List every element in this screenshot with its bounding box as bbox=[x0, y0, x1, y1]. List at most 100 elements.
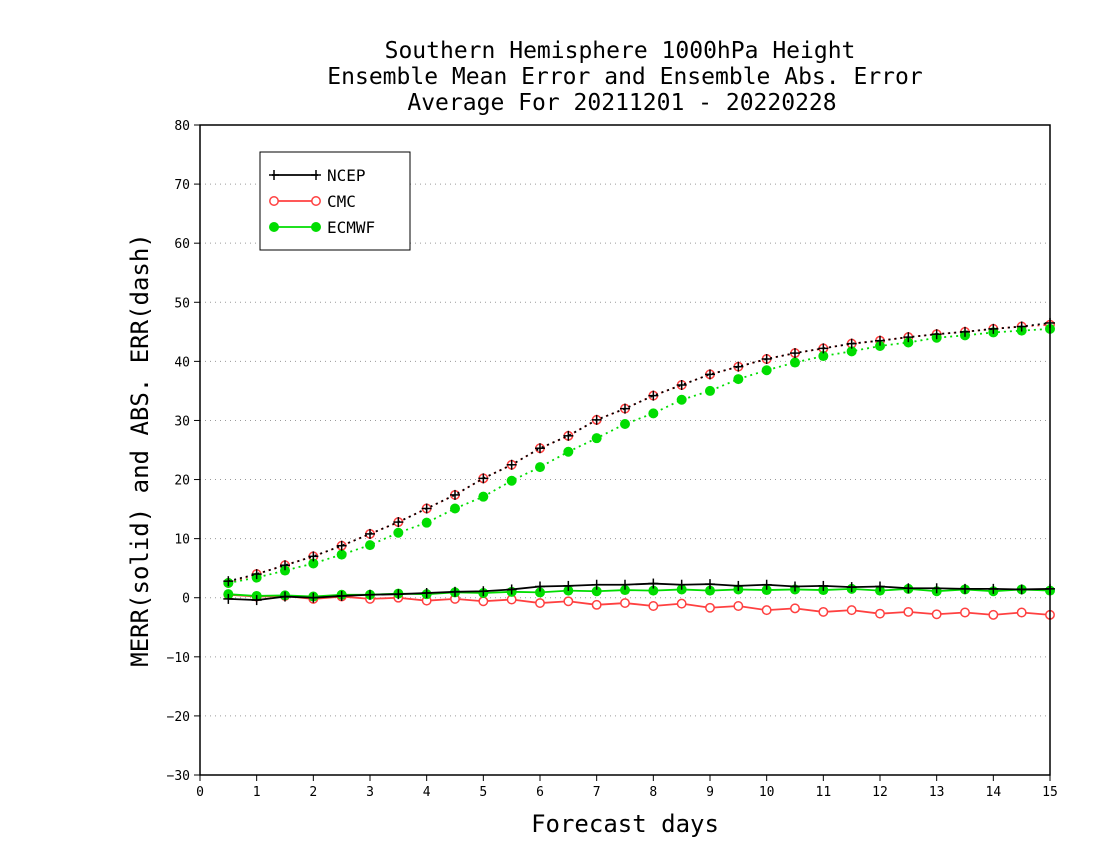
series-ncep-merr-point bbox=[223, 593, 234, 604]
grid bbox=[200, 183, 1050, 717]
series-ncep-abs-err-point bbox=[365, 528, 375, 539]
series-ecmwf-abs-err-point bbox=[620, 419, 630, 429]
series-ncep-merr-point bbox=[251, 595, 262, 606]
series-ncep-abs-err-point bbox=[336, 540, 347, 551]
series-ncep-merr-point bbox=[506, 584, 517, 595]
series-ncep-abs-err-point bbox=[875, 335, 885, 346]
series-ncep-merr-point bbox=[365, 589, 375, 600]
legend-marker bbox=[269, 222, 279, 232]
series-ncep-abs-err-point bbox=[648, 390, 659, 401]
title-line-2: Ensemble Mean Error and Ensemble Abs. Er… bbox=[327, 64, 922, 90]
series-ncep-abs-err-point bbox=[931, 329, 942, 340]
legend: NCEP CMC ECMWF bbox=[259, 151, 411, 251]
series-cmc bbox=[223, 319, 1055, 620]
series-ncep-abs-err-point bbox=[563, 430, 574, 441]
series-ncep-abs-err-point bbox=[421, 503, 432, 514]
legend-marker bbox=[269, 170, 279, 180]
series-ncep-abs-err-point bbox=[761, 354, 772, 364]
series-ecmwf-abs-err-point bbox=[478, 491, 489, 502]
series-ncep-abs-err-point bbox=[535, 443, 545, 454]
series-ncep-merr-point bbox=[478, 586, 489, 597]
series-ncep-merr-point bbox=[648, 578, 659, 589]
legend-marker bbox=[311, 222, 321, 232]
y-tick-label: 70 bbox=[174, 178, 190, 193]
series-ecmwf-abs-err-point bbox=[336, 549, 347, 560]
series-ncep-merr-point bbox=[620, 579, 630, 590]
legend-item-ncep: NCEP bbox=[269, 166, 366, 185]
series-ncep-merr-point bbox=[450, 586, 460, 597]
series-ecmwf-merr-point bbox=[761, 585, 772, 596]
x-tick-label: 8 bbox=[649, 785, 657, 800]
series-ncep-merr-point bbox=[336, 590, 347, 601]
series-ecmwf-abs-err-point bbox=[676, 394, 687, 405]
series-cmc-merr-point bbox=[563, 596, 574, 607]
legend-marker bbox=[311, 170, 321, 180]
series-ncep-abs-err-point bbox=[705, 369, 715, 380]
series-ncep-merr-point bbox=[903, 583, 914, 594]
y-tick-label: 50 bbox=[174, 296, 190, 311]
y-tick-label: −20 bbox=[167, 710, 190, 725]
series-ncep-abs-err-point bbox=[988, 323, 999, 334]
series-ncep-abs-err-point bbox=[790, 348, 800, 359]
series-ncep-merr-point bbox=[988, 583, 999, 594]
series-ecmwf-merr-point bbox=[705, 585, 715, 596]
series-ecmwf-abs-err-point bbox=[648, 408, 659, 419]
series-ncep-abs-err-point bbox=[506, 459, 517, 470]
series-cmc-merr-point bbox=[676, 598, 687, 609]
series-ncep-merr-point bbox=[705, 579, 715, 590]
series-cmc-merr-line bbox=[228, 593, 1051, 616]
series-ncep-abs-err-point bbox=[591, 414, 602, 425]
series-ncep-merr-point bbox=[393, 589, 404, 600]
series-ecmwf-abs-err-point bbox=[308, 558, 319, 569]
title-line-3: Average For 20211201 - 20220228 bbox=[407, 90, 836, 116]
series-cmc-merr-point bbox=[818, 606, 829, 617]
series-ncep-abs-err-point bbox=[818, 343, 829, 354]
x-tick-label: 15 bbox=[1042, 785, 1058, 800]
y-axis-label: MERR(solid) and ABS. ERR(dash) bbox=[126, 233, 154, 666]
series-ecmwf-merr-point bbox=[591, 586, 602, 597]
series-ncep-merr-point bbox=[280, 591, 290, 602]
series-ecmwf-abs-err-point bbox=[818, 351, 829, 362]
legend-marker bbox=[311, 196, 321, 206]
x-axis-label: Forecast days bbox=[531, 810, 719, 838]
series-ecmwf-abs-err-line bbox=[228, 327, 1051, 584]
series-ecmwf-abs-err-point bbox=[846, 346, 857, 357]
series-ecmwf-abs-err-point bbox=[393, 527, 404, 538]
series-ncep-merr-point bbox=[846, 582, 857, 593]
series-ncep-abs-err-point bbox=[251, 569, 262, 580]
series-cmc-merr-point bbox=[875, 608, 885, 619]
series-cmc-merr-point bbox=[846, 605, 857, 616]
series-ncep-abs-err-point bbox=[960, 326, 970, 337]
series-cmc-merr-point bbox=[535, 598, 545, 608]
series-cmc-merr-point bbox=[790, 603, 800, 614]
y-tick-label: −30 bbox=[167, 769, 190, 784]
title-line-1: Southern Hemisphere 1000hPa Height bbox=[385, 38, 856, 64]
series-ncep-abs-err-point bbox=[450, 489, 460, 500]
series-ecmwf-abs-err-point bbox=[875, 341, 885, 351]
series-ncep-merr-point bbox=[931, 583, 942, 594]
series-ncep-abs-err-point bbox=[280, 560, 290, 571]
series-ncep-abs-err-point bbox=[393, 517, 404, 528]
x-tick-label: 13 bbox=[929, 785, 945, 800]
series-cmc-merr-point bbox=[478, 596, 489, 607]
y-tick-label: 60 bbox=[174, 237, 190, 252]
series-cmc-merr-point bbox=[733, 601, 744, 611]
x-tick-label: 12 bbox=[872, 785, 888, 800]
series-ncep-merr-point bbox=[733, 580, 744, 591]
x-tick-label: 9 bbox=[706, 785, 714, 800]
series-cmc-merr-point bbox=[591, 599, 602, 610]
series-ncep-merr-point bbox=[676, 579, 687, 590]
y-tick-label: 10 bbox=[174, 533, 190, 548]
series-ncep-merr-point bbox=[790, 581, 800, 592]
y-tick-label: −10 bbox=[167, 651, 190, 666]
series-ncep-abs-err-point bbox=[903, 332, 914, 343]
x-tick-label: 1 bbox=[253, 785, 261, 800]
x-tick-label: 11 bbox=[816, 785, 832, 800]
series-ncep-abs-err-point bbox=[676, 380, 687, 390]
series-ecmwf-abs-err-point bbox=[563, 446, 574, 457]
series-ncep-abs-err-point bbox=[620, 403, 630, 414]
series-cmc-merr-point bbox=[960, 607, 970, 618]
series-group bbox=[223, 317, 1055, 620]
series-ncep-abs-err-point bbox=[308, 551, 319, 562]
series-ecmwf-abs-err-point bbox=[365, 540, 375, 551]
